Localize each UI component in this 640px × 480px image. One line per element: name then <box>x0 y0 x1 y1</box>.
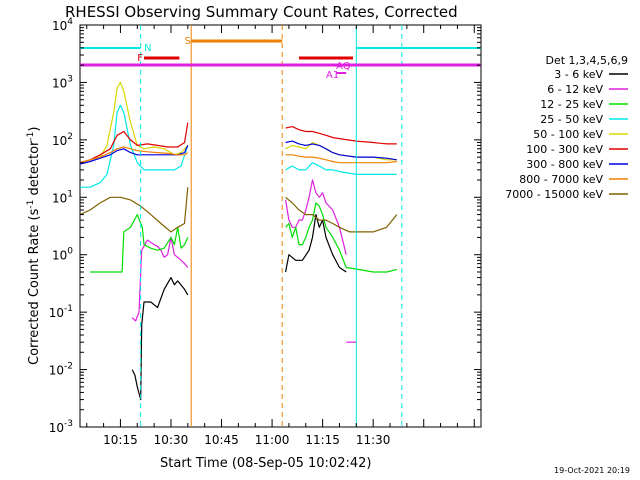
legend-label: 50 - 100 keV <box>533 128 603 141</box>
flag-label-n: N <box>144 43 151 54</box>
y-axis-label-part2: detector <box>27 140 42 200</box>
x-tick-label: 11:00 <box>255 433 290 447</box>
flag-label-f: F <box>137 53 143 64</box>
x-tick-label: 10:15 <box>103 433 138 447</box>
plot-frame <box>79 24 482 428</box>
series-layer <box>79 81 398 401</box>
legend-label: 3 - 6 keV <box>554 68 603 81</box>
legend-label: 6 - 12 keV <box>547 83 603 96</box>
series-line <box>285 179 347 255</box>
series-line <box>131 277 189 401</box>
flag-label-a1: A1 <box>326 70 339 81</box>
series-line <box>285 202 397 273</box>
series-line <box>285 154 397 164</box>
legend-label: 12 - 25 keV <box>540 98 603 111</box>
series-8 <box>79 146 397 164</box>
timestamp: 19-Oct-2021 20:19 <box>554 466 630 475</box>
series-line <box>285 140 397 161</box>
x-axis-label: Start Time (08-Sep-05 10:02:42) <box>160 456 371 471</box>
flag-label-s: S <box>184 36 190 47</box>
y-axis-label-part3: ) <box>27 127 42 132</box>
y-axis-label-sup1: -1 <box>26 200 36 209</box>
x-axis: 10:15 10:30 10:45 11:00 11:15 11:30 <box>86 25 475 447</box>
series-line <box>79 122 189 164</box>
y-tick-label: 10-1 <box>49 304 73 320</box>
series-6 <box>79 122 397 164</box>
y-tick-label: 10-3 <box>49 419 73 435</box>
series-line <box>90 214 189 273</box>
x-tick-label: 11:30 <box>356 433 391 447</box>
y-tick-label: 100 <box>52 247 73 263</box>
series-line <box>79 146 189 164</box>
series-line <box>285 162 397 175</box>
series-4 <box>80 104 397 188</box>
y-axis-label-sup2: -1 <box>26 132 36 141</box>
legend-label: 25 - 50 keV <box>540 113 603 126</box>
series-line <box>80 104 189 188</box>
y-tick-label: 103 <box>52 74 73 90</box>
series-1 <box>131 214 347 401</box>
y-axis: 104 103 102 101 100 10-1 10-2 10-3 <box>49 17 481 435</box>
x-tick-label: 11:15 <box>305 433 340 447</box>
series-line <box>79 81 189 164</box>
y-axis-label: Corrected Count Rate (s-1 detector-1) <box>26 127 42 365</box>
legend-label: 100 - 300 keV <box>526 143 603 156</box>
series-3 <box>90 202 397 273</box>
series-line <box>285 214 347 273</box>
legend: Det 1,3,4,5,6,9 3 - 6 keV 6 - 12 keV 12 - … <box>505 54 628 201</box>
legend-label: 800 - 7000 keV <box>519 173 603 186</box>
y-tick-label: 10-2 <box>49 362 73 378</box>
legend-label: 300 - 800 keV <box>526 158 603 171</box>
y-tick-label: 104 <box>52 17 73 33</box>
flag-label-aq: AQ <box>336 61 351 72</box>
legend-label: 7000 - 15000 keV <box>505 188 603 201</box>
chart-title: RHESSI Observing Summary Count Rates, Co… <box>65 3 458 21</box>
y-tick-label: 102 <box>52 132 73 148</box>
series-line <box>285 126 397 145</box>
x-tick-label: 10:45 <box>204 433 239 447</box>
y-tick-label: 101 <box>52 189 73 205</box>
series-line <box>285 196 398 233</box>
y-axis-label-part1: Corrected Count Rate (s <box>27 208 42 365</box>
legend-title: Det 1,3,4,5,6,9 <box>545 54 628 67</box>
x-tick-label: 10:30 <box>154 433 189 447</box>
